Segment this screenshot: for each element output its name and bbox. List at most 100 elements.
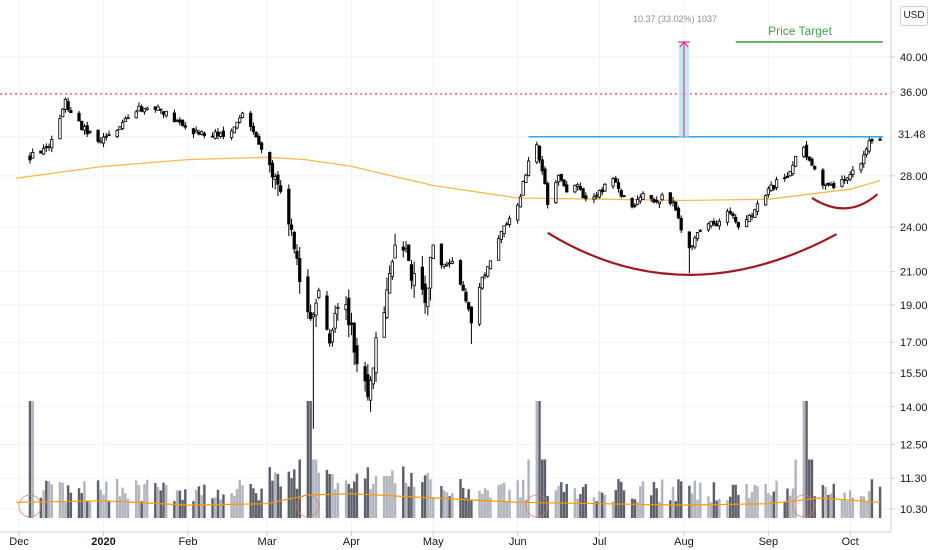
candle-body[interactable]: [67, 102, 69, 110]
candle-body[interactable]: [715, 224, 717, 226]
candle-body[interactable]: [631, 198, 633, 207]
candle-body[interactable]: [451, 261, 453, 263]
candle-body[interactable]: [827, 183, 829, 184]
candle-body[interactable]: [410, 265, 412, 281]
candle-body[interactable]: [470, 307, 472, 323]
candle-body[interactable]: [813, 166, 815, 169]
candle-body[interactable]: [219, 133, 221, 136]
candle-body[interactable]: [691, 246, 693, 247]
candle-body[interactable]: [546, 183, 548, 204]
candle-body[interactable]: [718, 221, 720, 226]
candle-body[interactable]: [563, 180, 565, 186]
candle-body[interactable]: [70, 111, 72, 113]
candle-body[interactable]: [467, 303, 469, 309]
candle-body[interactable]: [734, 217, 736, 221]
candle-body[interactable]: [489, 261, 491, 269]
candle-body[interactable]: [830, 184, 832, 185]
candle-body[interactable]: [729, 211, 731, 213]
candle-body[interactable]: [538, 146, 540, 160]
candle-body[interactable]: [78, 113, 80, 121]
candle-body[interactable]: [184, 126, 186, 127]
candle-body[interactable]: [595, 195, 597, 196]
candle-body[interactable]: [544, 169, 546, 184]
candle-body[interactable]: [165, 111, 167, 116]
candle-body[interactable]: [195, 130, 197, 132]
candle-body[interactable]: [100, 141, 102, 142]
candle-body[interactable]: [424, 284, 426, 303]
candle-body[interactable]: [86, 126, 88, 134]
candle-body[interactable]: [525, 175, 527, 182]
candle-body[interactable]: [375, 338, 377, 373]
candle-body[interactable]: [822, 170, 824, 185]
candle-body[interactable]: [89, 132, 91, 133]
candle-body[interactable]: [290, 225, 292, 230]
candle-body[interactable]: [465, 292, 467, 301]
candle-body[interactable]: [260, 143, 262, 149]
candle-body[interactable]: [108, 135, 110, 136]
candle-body[interactable]: [348, 298, 350, 325]
candle-body[interactable]: [176, 121, 178, 122]
candle-body[interactable]: [497, 239, 499, 261]
candle-body[interactable]: [500, 231, 502, 239]
candle-body[interactable]: [805, 145, 807, 157]
candle-body[interactable]: [97, 130, 99, 141]
candle-body[interactable]: [446, 264, 448, 265]
candle-body[interactable]: [478, 287, 480, 324]
candle-body[interactable]: [508, 219, 510, 225]
candle-body[interactable]: [811, 159, 813, 165]
candle-body[interactable]: [271, 163, 273, 177]
candle-body[interactable]: [138, 106, 140, 111]
candle-body[interactable]: [707, 224, 709, 230]
candle-body[interactable]: [40, 151, 42, 153]
candle-body[interactable]: [83, 127, 85, 131]
candle-body[interactable]: [124, 119, 126, 122]
candle-body[interactable]: [860, 164, 862, 170]
candle-body[interactable]: [51, 140, 53, 148]
candle-body[interactable]: [440, 244, 442, 265]
candle-body[interactable]: [443, 264, 445, 266]
candle-body[interactable]: [173, 113, 175, 122]
candle-body[interactable]: [541, 160, 543, 171]
candle-body[interactable]: [372, 368, 374, 384]
candle-body[interactable]: [154, 107, 156, 109]
candle-body[interactable]: [214, 132, 216, 138]
candle-body[interactable]: [309, 313, 311, 319]
candle-body[interactable]: [274, 177, 276, 180]
candle-body[interactable]: [506, 224, 508, 225]
candle-body[interactable]: [574, 186, 576, 192]
candle-body[interactable]: [337, 307, 339, 308]
candle-body[interactable]: [620, 190, 622, 196]
candle-body[interactable]: [680, 218, 682, 230]
candle-body[interactable]: [236, 122, 238, 128]
candle-body[interactable]: [669, 193, 671, 204]
candle-body[interactable]: [48, 146, 50, 147]
candle-body[interactable]: [527, 161, 529, 175]
candle-body[interactable]: [296, 251, 298, 258]
candle-body[interactable]: [353, 323, 355, 352]
candle-body[interactable]: [61, 109, 63, 117]
candle-body[interactable]: [576, 185, 578, 187]
candle-body[interactable]: [350, 323, 352, 325]
candle-body[interactable]: [312, 315, 314, 317]
candle-body[interactable]: [655, 200, 657, 201]
candle-body[interactable]: [677, 208, 679, 218]
candle-body[interactable]: [135, 112, 137, 118]
candle-body[interactable]: [871, 139, 873, 141]
candle-body[interactable]: [230, 131, 232, 138]
candle-body[interactable]: [143, 109, 145, 112]
candle-body[interactable]: [334, 314, 336, 328]
candle-body[interactable]: [429, 257, 431, 288]
candle-body[interactable]: [748, 215, 750, 221]
candle-body[interactable]: [448, 263, 450, 264]
candle-body[interactable]: [650, 195, 652, 198]
candle-body[interactable]: [326, 296, 328, 329]
candle-body[interactable]: [162, 112, 164, 115]
candle-body[interactable]: [369, 381, 371, 401]
candle-body[interactable]: [710, 221, 712, 225]
candle-body[interactable]: [427, 288, 429, 307]
candle-body[interactable]: [617, 183, 619, 189]
candle-body[interactable]: [421, 267, 423, 289]
candle-body[interactable]: [824, 184, 826, 185]
candle-body[interactable]: [516, 205, 518, 220]
candle-body[interactable]: [42, 149, 44, 155]
